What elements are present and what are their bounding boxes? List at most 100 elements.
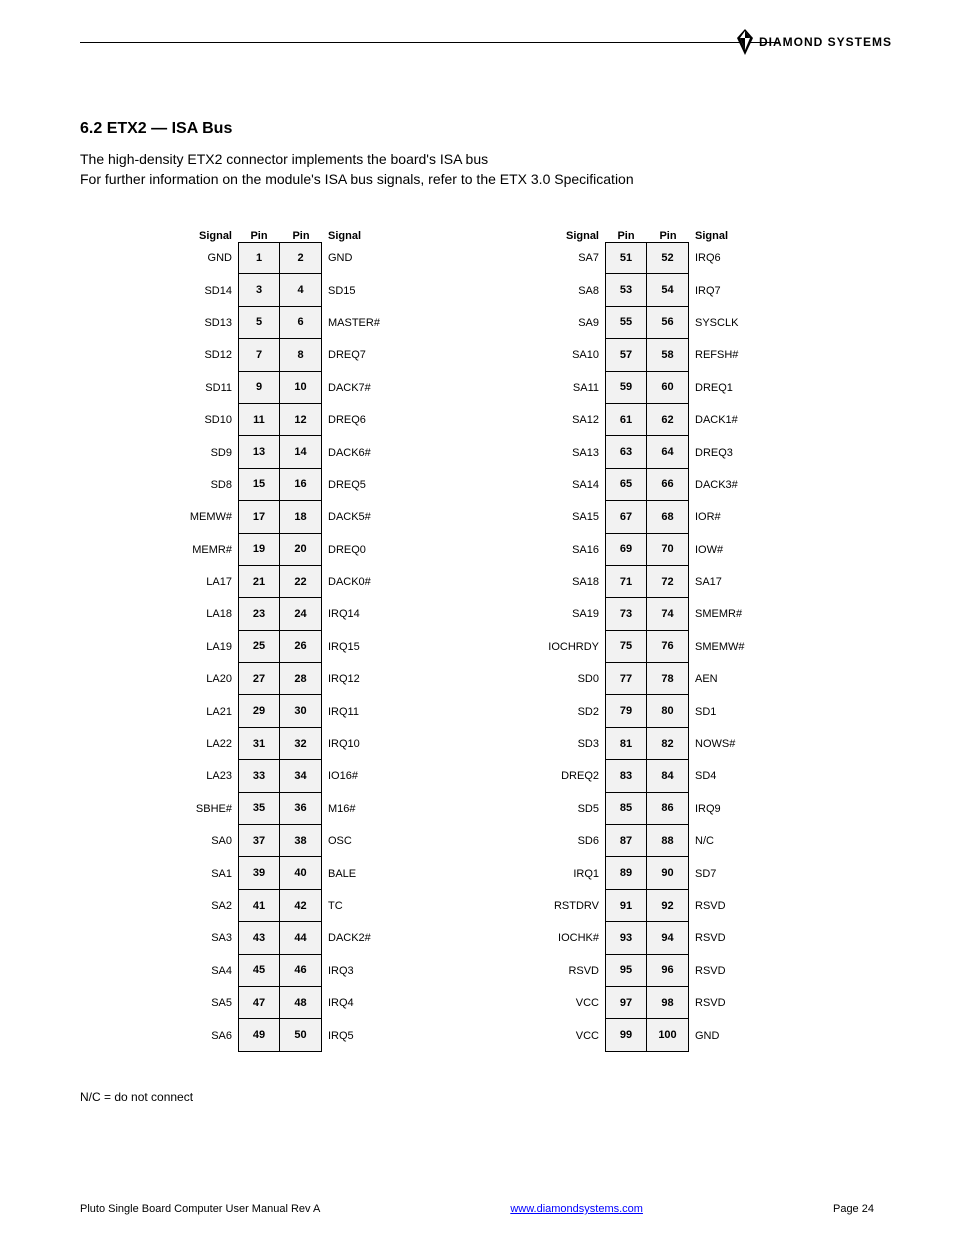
- signal-right: IRQ4: [322, 997, 412, 1009]
- pin-right: 90: [647, 857, 689, 889]
- header-pin-l: Pin: [238, 230, 280, 242]
- pin-left: 21: [238, 566, 280, 598]
- header-pin-r: Pin: [647, 230, 689, 242]
- page-footer: Pluto Single Board Computer User Manual …: [80, 1203, 874, 1215]
- pin-left: 63: [605, 436, 647, 468]
- signal-left: GND: [148, 252, 238, 264]
- pin-right: 20: [280, 534, 322, 566]
- table-row: SA03738OSC: [148, 825, 412, 857]
- signal-right: SA17: [689, 576, 779, 588]
- signal-left: SD5: [515, 803, 605, 815]
- table-row: SD58586IRQ9: [515, 793, 779, 825]
- pin-right: 68: [647, 501, 689, 533]
- table-row: SD38182NOWS#: [515, 728, 779, 760]
- table-row: SD1278DREQ7: [148, 339, 412, 371]
- pin-right: 18: [280, 501, 322, 533]
- header-signal-r: Signal: [322, 230, 412, 242]
- pin-left: 95: [605, 955, 647, 987]
- pin-right: 30: [280, 695, 322, 727]
- table-row: SA24142TC: [148, 890, 412, 922]
- pin-left: 59: [605, 372, 647, 404]
- header-pin-l: Pin: [605, 230, 647, 242]
- footer-page-num: 24: [859, 1203, 874, 1215]
- pin-right: 84: [647, 760, 689, 792]
- signal-right: NOWS#: [689, 738, 779, 750]
- signal-right: N/C: [689, 835, 779, 847]
- intro-line1-highlight: high-density: [108, 151, 184, 167]
- table-row: SA95556SYSCLK: [515, 307, 779, 339]
- signal-left: SBHE#: [148, 803, 238, 815]
- pin-left: 53: [605, 274, 647, 306]
- signal-left: SA7: [515, 252, 605, 264]
- signal-left: LA17: [148, 576, 238, 588]
- table-row: SA85354IRQ7: [515, 274, 779, 306]
- pin-left: 65: [605, 469, 647, 501]
- pin-right: 56: [647, 307, 689, 339]
- diamond-icon: [735, 28, 755, 56]
- pin-left: 37: [238, 825, 280, 857]
- pin-right: 98: [647, 987, 689, 1019]
- pin-left: 1: [238, 242, 280, 274]
- signal-left: SA10: [515, 349, 605, 361]
- header-signal-l: Signal: [148, 230, 238, 242]
- pin-left: 7: [238, 339, 280, 371]
- signal-left: SD3: [515, 738, 605, 750]
- pin-left: 85: [605, 793, 647, 825]
- signal-left: SA9: [515, 317, 605, 329]
- table-row: LA202728IRQ12: [148, 663, 412, 695]
- signal-left: RSVD: [515, 965, 605, 977]
- signal-left: LA21: [148, 706, 238, 718]
- signal-left: LA23: [148, 770, 238, 782]
- pin-right: 34: [280, 760, 322, 792]
- table-row: LA212930IRQ11: [148, 695, 412, 727]
- signal-right: SD7: [689, 868, 779, 880]
- signal-left: IOCHK#: [515, 932, 605, 944]
- signal-left: VCC: [515, 997, 605, 1009]
- table-row: SD91314DACK6#: [148, 436, 412, 468]
- signal-left: SD2: [515, 706, 605, 718]
- signal-left: SA19: [515, 608, 605, 620]
- table-row: LA223132IRQ10: [148, 728, 412, 760]
- signal-left: SA12: [515, 414, 605, 426]
- signal-left: SA5: [148, 997, 238, 1009]
- signal-left: MEMW#: [148, 511, 238, 523]
- signal-left: SA11: [515, 382, 605, 394]
- signal-left: SA6: [148, 1030, 238, 1042]
- table-row: IRQ18990SD7: [515, 857, 779, 889]
- table-row: SD81516DREQ5: [148, 469, 412, 501]
- pin-left: 99: [605, 1019, 647, 1051]
- pin-right: 42: [280, 890, 322, 922]
- table-row: SD11910DACK7#: [148, 372, 412, 404]
- signal-left: SD8: [148, 479, 238, 491]
- signal-right: IRQ9: [689, 803, 779, 815]
- signal-right: DACK2#: [322, 932, 412, 944]
- signal-left: IRQ1: [515, 868, 605, 880]
- signal-right: DREQ3: [689, 447, 779, 459]
- pin-left: 3: [238, 274, 280, 306]
- table-header-left: Signal Pin Pin Signal: [148, 226, 412, 242]
- signal-right: DACK6#: [322, 447, 412, 459]
- table-row: MEMW#1718DACK5#: [148, 501, 412, 533]
- signal-left: SA2: [148, 900, 238, 912]
- pin-left: 91: [605, 890, 647, 922]
- pinout-table-right: Signal Pin Pin Signal SA75152IRQ6SA85354…: [515, 226, 779, 1052]
- pin-left: 89: [605, 857, 647, 889]
- signal-right: DREQ7: [322, 349, 412, 361]
- pin-right: 64: [647, 436, 689, 468]
- table-row: SA64950IRQ5: [148, 1019, 412, 1051]
- intro-line2: For further information on the module's …: [80, 171, 634, 187]
- pin-left: 43: [238, 922, 280, 954]
- table-row: SA115960DREQ1: [515, 372, 779, 404]
- pin-left: 11: [238, 404, 280, 436]
- pin-left: 45: [238, 955, 280, 987]
- table-row: MEMR#1920DREQ0: [148, 534, 412, 566]
- footer-link[interactable]: www.diamondsystems.com: [510, 1203, 643, 1215]
- pin-right: 2: [280, 242, 322, 274]
- signal-left: SA4: [148, 965, 238, 977]
- table-row: RSTDRV9192RSVD: [515, 890, 779, 922]
- signal-left: SA8: [515, 285, 605, 297]
- pin-left: 75: [605, 631, 647, 663]
- pin-left: 41: [238, 890, 280, 922]
- signal-left: IOCHRDY: [515, 641, 605, 653]
- pin-right: 54: [647, 274, 689, 306]
